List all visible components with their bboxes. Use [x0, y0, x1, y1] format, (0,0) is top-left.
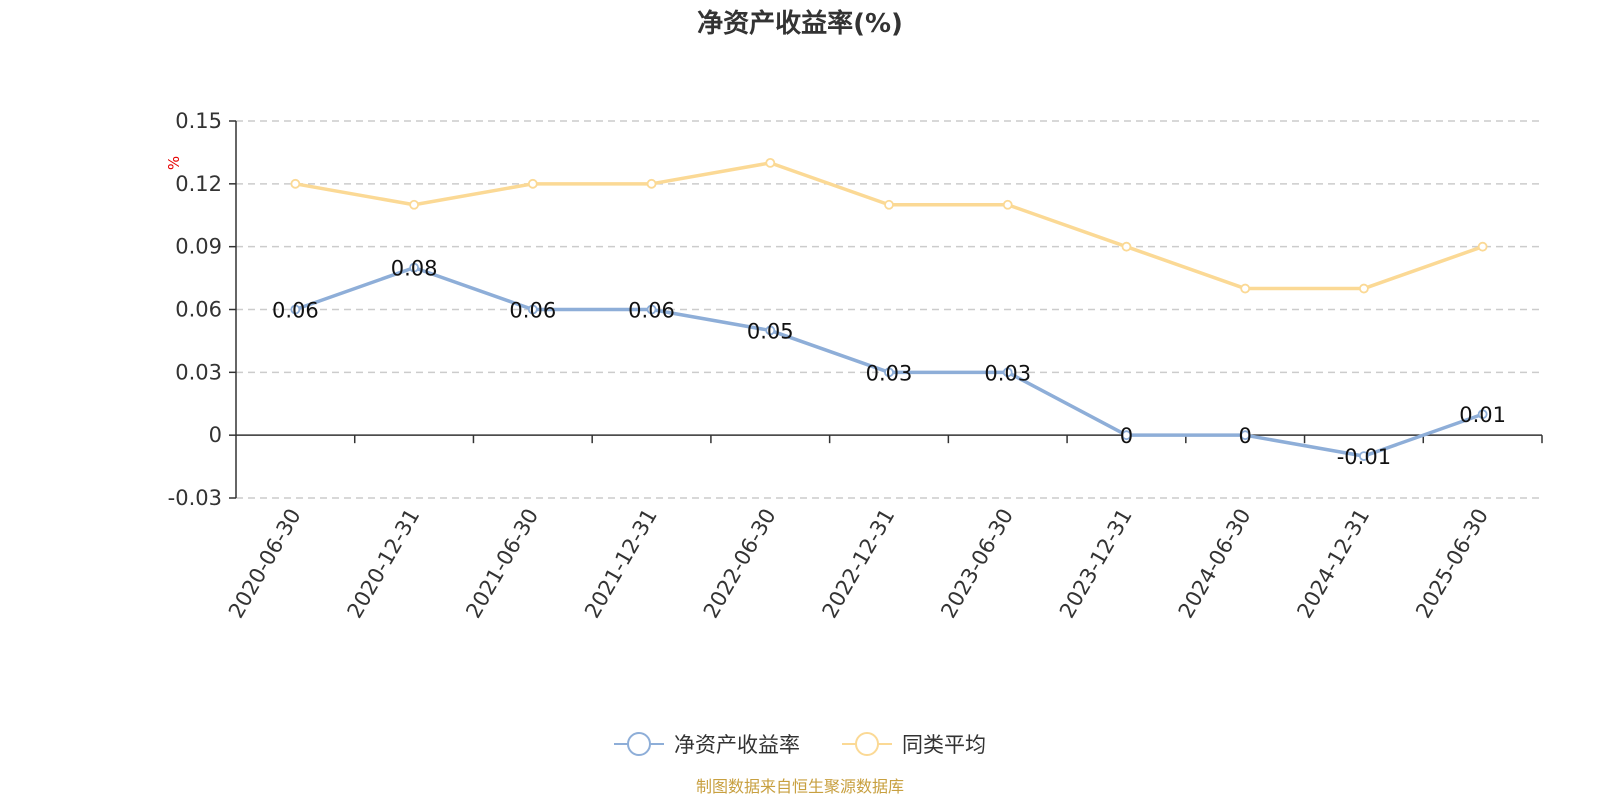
legend-label: 净资产收益率 [674, 733, 800, 757]
x-tick-label: 2023-12-31 [1055, 505, 1137, 623]
data-label: 0.06 [509, 299, 556, 323]
data-label: 0.06 [272, 299, 319, 323]
data-point [884, 199, 894, 210]
y-tick-label: 0.15 [175, 109, 222, 133]
y-axis-ticks: 0.15 0.12 0.09 0.06 0.03 0 -0.03 [168, 109, 236, 510]
data-point [1359, 451, 1369, 462]
source-note: 制图数据来自恒生聚源数据库 [696, 777, 904, 796]
data-point [527, 304, 538, 315]
x-tick-label: 2021-06-30 [461, 505, 543, 623]
y-tick-label: 0.06 [175, 298, 222, 322]
data-label: 0.05 [747, 319, 794, 343]
data-point [409, 262, 419, 273]
data-point [1477, 409, 1488, 420]
data-labels: 0.06 0.08 0.06 0.06 0.05 0.03 0.03 0 0 -0.01 0.01 [272, 257, 1506, 470]
legend-marker [627, 732, 651, 756]
data-point [1121, 241, 1132, 252]
data-label: 0.03 [984, 361, 1031, 385]
data-label: 0.08 [391, 257, 438, 281]
data-point [646, 178, 657, 189]
data-point [290, 304, 301, 315]
data-label: 0.03 [866, 361, 913, 385]
series-line [295, 161, 1484, 291]
gridlines [236, 120, 1542, 499]
x-tick-label: 2021-12-31 [580, 505, 662, 623]
legend[interactable]: 净资产收益率 同类平均 [614, 732, 986, 757]
x-tick-label: 2025-06-30 [1411, 505, 1493, 623]
x-tick-label: 2024-12-31 [1292, 505, 1374, 623]
x-tick-label: 2023-06-30 [936, 505, 1018, 623]
data-point [1477, 241, 1488, 252]
x-tick-label: 2020-12-31 [343, 505, 425, 623]
series [290, 157, 1488, 462]
data-point [527, 178, 538, 189]
data-label: 0 [1238, 424, 1251, 448]
data-point [1121, 430, 1132, 441]
data-point [1240, 283, 1251, 294]
y-tick-label: 0.12 [175, 172, 222, 196]
x-tick-label: 2022-06-30 [699, 505, 781, 623]
x-tick-label: 2022-12-31 [818, 505, 900, 623]
x-tick-label: 2020-06-30 [224, 505, 306, 623]
y-axis-unit-label: % [165, 156, 183, 170]
data-point [1359, 283, 1369, 294]
data-point [765, 157, 776, 168]
data-point [409, 199, 419, 210]
y-tick-label: 0.09 [175, 235, 222, 259]
chart-title: 净资产收益率(%) [697, 8, 903, 39]
data-label: 0 [1120, 424, 1133, 448]
data-point [290, 178, 301, 189]
data-point [646, 304, 657, 315]
legend-label: 同类平均 [902, 733, 986, 757]
data-label: -0.01 [1337, 445, 1391, 469]
data-point [1240, 430, 1251, 441]
data-label: 0.01 [1459, 403, 1506, 427]
data-point [765, 325, 776, 336]
y-tick-label: 0 [209, 423, 222, 447]
legend-marker [855, 732, 879, 756]
y-tick-label: -0.03 [168, 486, 222, 510]
y-tick-label: 0.03 [175, 360, 222, 384]
x-tick-label: 2024-06-30 [1174, 505, 1256, 623]
data-point [884, 367, 894, 378]
data-point [1002, 199, 1013, 210]
data-label: 0.06 [628, 299, 675, 323]
data-point [1002, 367, 1013, 378]
